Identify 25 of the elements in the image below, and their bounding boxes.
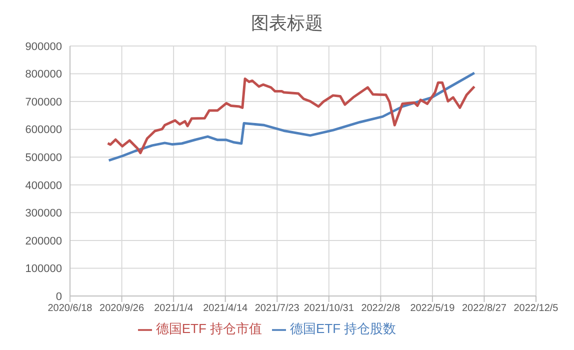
y-tick-label: 200000	[25, 235, 62, 248]
line-series	[108, 72, 476, 162]
y-tick-label: 400000	[25, 180, 62, 192]
legend-label: 德国ETF 持仓市值	[156, 321, 262, 336]
x-tick-label: 2020/9/26	[100, 303, 144, 314]
y-tick-label: 300000	[25, 208, 62, 220]
x-tick-label: 2021/1/4	[154, 303, 194, 314]
line-series	[106, 78, 476, 154]
x-tick-label: 2022/5/19	[410, 303, 456, 314]
chart-title: 图表标题	[250, 12, 324, 35]
x-tick-label: 2022/2/8	[361, 303, 401, 314]
y-tick-label: 800000	[25, 68, 62, 81]
legend-label: 德国ETF 持仓股数	[290, 321, 396, 336]
x-tick-label: 2021/10/31	[304, 303, 354, 314]
y-tick-label: 700000	[25, 96, 62, 108]
x-tick-label: 2022/8/27	[462, 303, 507, 314]
x-tick-label: 2021/7/23	[254, 303, 300, 314]
x-tick-label: 2020/6/18	[48, 303, 93, 314]
x-tick-label: 2021/4/14	[203, 303, 248, 314]
x-tick-label: 2022/12/5	[514, 303, 559, 314]
y-tick-label: 100000	[25, 263, 62, 276]
y-tick-label: 600000	[25, 124, 62, 136]
y-tick-label: 0	[56, 290, 62, 303]
y-tick-label: 900000	[25, 40, 62, 53]
y-tick-label: 500000	[25, 152, 62, 164]
